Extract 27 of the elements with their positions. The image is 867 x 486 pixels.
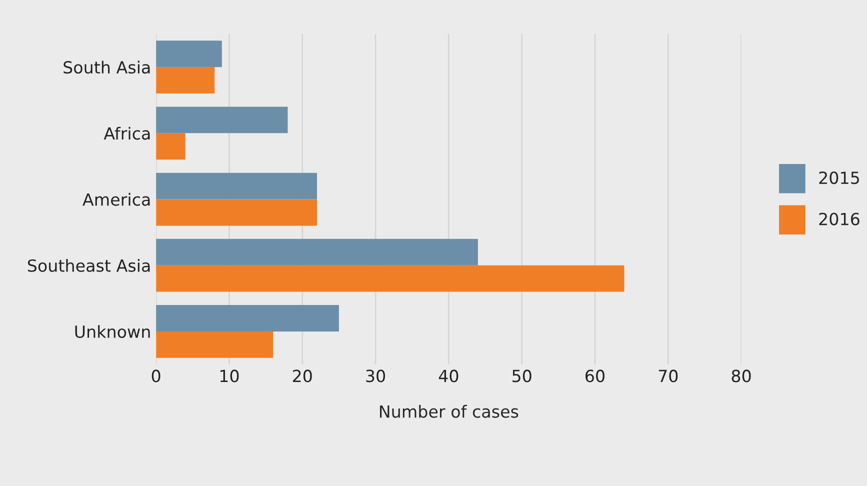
bar: [156, 133, 186, 160]
bar: [156, 265, 624, 292]
bar: [156, 238, 478, 266]
x-tick-label: 70: [658, 370, 678, 382]
x-tick-label: 80: [732, 370, 751, 382]
bar: [156, 305, 339, 332]
y-tick-label: South Asia: [64, 60, 150, 74]
x-tick-label: 30: [366, 370, 386, 382]
x-tick-label: 10: [220, 370, 239, 382]
x-tick-label: 0: [152, 370, 160, 382]
x-tick-label: 40: [438, 370, 458, 382]
y-tick-label: Unknown: [75, 325, 150, 338]
x-tick-label: 20: [292, 370, 312, 382]
x-tick-label: 50: [512, 370, 532, 382]
y-tick-label: Southeast Asia: [28, 259, 150, 272]
bar: [156, 331, 274, 358]
y-tick-label: Africa: [104, 126, 150, 140]
y-tick-label: America: [82, 192, 150, 206]
x-tick-label: 60: [586, 370, 604, 382]
bar: [156, 67, 215, 94]
bar: [156, 40, 222, 68]
bar: [156, 172, 317, 200]
legend-label: 2015: [819, 171, 859, 184]
bar: [156, 199, 317, 226]
bar: [156, 106, 288, 134]
x-axis-title: Number of cases: [380, 404, 518, 418]
legend-label: 2016: [819, 212, 860, 226]
